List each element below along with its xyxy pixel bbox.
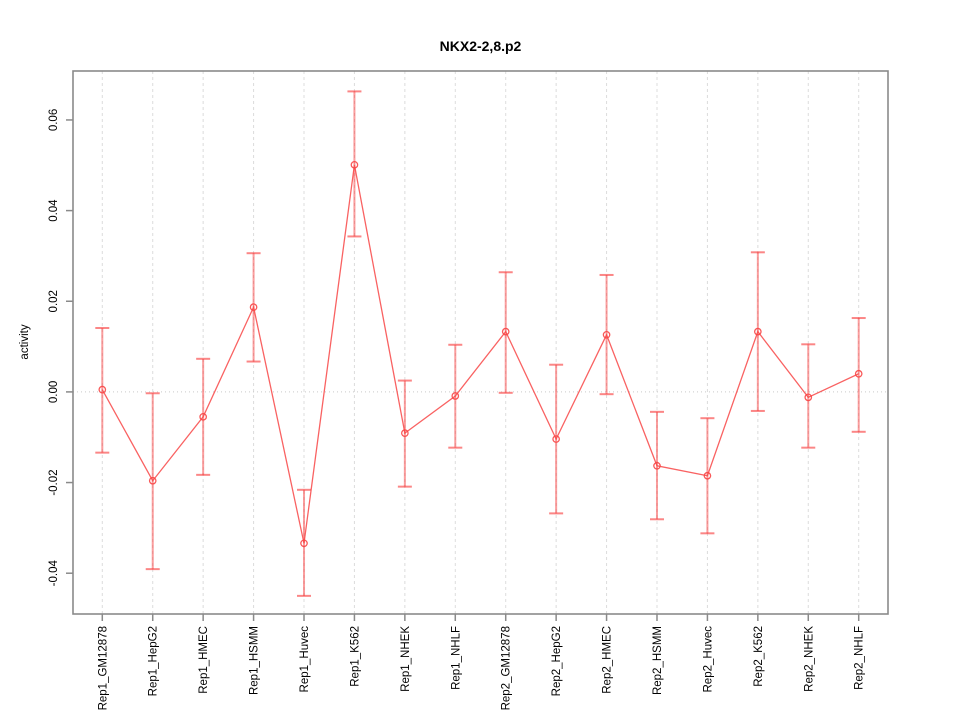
- data-point: [350, 160, 359, 169]
- plot-frame: [72, 70, 889, 615]
- y-tick-label: 0.00: [48, 381, 60, 403]
- data-point: [804, 393, 813, 402]
- data-point: [451, 392, 460, 400]
- x-tick-label: Rep2_HepG2: [551, 626, 563, 696]
- y-tick-label: 0.04: [48, 199, 60, 222]
- data-point: [148, 476, 157, 485]
- data-point: [501, 327, 510, 336]
- data-point: [98, 385, 107, 394]
- x-tick-label: Rep2_GM12878: [501, 626, 513, 710]
- x-tick-label: Rep2_HSMM: [652, 626, 664, 695]
- x-tick-label: Rep1_HepG2: [148, 626, 160, 696]
- x-tick-label: Rep2_Huvec: [702, 626, 714, 693]
- data-point: [653, 461, 661, 470]
- x-tick-label: Rep2_NHLF: [854, 626, 866, 690]
- data-point: [753, 327, 762, 336]
- y-tick-label: 0.02: [48, 290, 60, 312]
- x-tick-label: Rep1_NHLF: [450, 626, 462, 690]
- data-point: [854, 369, 863, 378]
- x-tick-label: Rep1_HMEC: [198, 626, 210, 694]
- x-tick-label: Rep2_NHEK: [803, 626, 815, 692]
- x-tick-label: Rep1_NHEK: [400, 626, 412, 692]
- x-tick-label: Rep1_K562: [349, 626, 361, 687]
- x-tick-label: Rep2_HMEC: [602, 626, 614, 694]
- y-tick-label: 0.06: [48, 109, 60, 131]
- data-point: [401, 429, 409, 438]
- data-point: [249, 303, 258, 311]
- data-point: [552, 435, 560, 443]
- data-point: [703, 471, 712, 480]
- y-tick-label: -0.04: [48, 560, 60, 587]
- y-tick-label: -0.02: [48, 469, 60, 495]
- x-tick-label: Rep2_K562: [753, 626, 765, 687]
- data-point: [300, 539, 308, 548]
- chart-title: NKX2-2,8.p2: [439, 38, 522, 54]
- x-tick-label: Rep1_HSMM: [249, 626, 261, 695]
- x-tick-label: Rep1_GM12878: [97, 626, 109, 710]
- data-point: [199, 412, 208, 421]
- data-point: [602, 330, 611, 339]
- x-tick-label: Rep1_Huvec: [299, 626, 311, 693]
- series-line: [101, 164, 859, 544]
